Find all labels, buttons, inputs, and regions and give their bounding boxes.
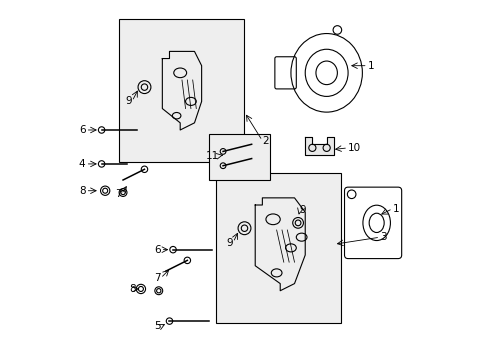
FancyBboxPatch shape [119, 19, 244, 162]
Text: 9: 9 [125, 96, 132, 107]
Text: 8: 8 [79, 186, 85, 196]
Text: 4: 4 [79, 159, 85, 169]
Text: 1: 1 [367, 61, 374, 71]
Text: 6: 6 [79, 125, 85, 135]
Text: 8: 8 [129, 284, 135, 294]
FancyBboxPatch shape [216, 173, 340, 323]
Text: 9: 9 [299, 205, 306, 215]
Text: 11: 11 [206, 151, 219, 161]
Text: 3: 3 [380, 232, 386, 242]
Text: 5: 5 [154, 321, 160, 332]
Text: 9: 9 [226, 238, 233, 248]
Text: 10: 10 [347, 143, 361, 153]
Text: 1: 1 [392, 203, 399, 213]
Text: 2: 2 [262, 136, 268, 146]
FancyBboxPatch shape [208, 134, 269, 180]
Text: 7: 7 [154, 273, 160, 283]
Text: 6: 6 [154, 245, 160, 255]
Text: 7: 7 [114, 189, 121, 199]
Polygon shape [305, 137, 333, 155]
